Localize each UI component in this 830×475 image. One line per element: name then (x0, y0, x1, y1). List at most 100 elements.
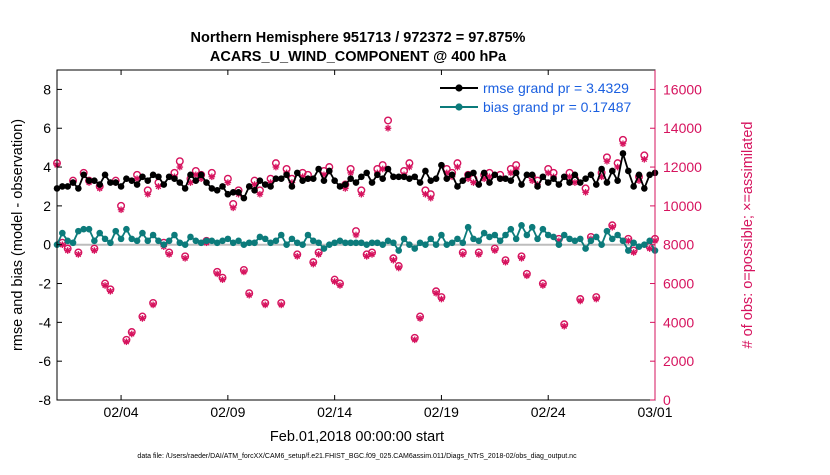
rmse-point (283, 171, 290, 179)
rmse-point (448, 171, 456, 179)
y-tick-label: 6 (43, 120, 51, 136)
bias-point (309, 237, 317, 245)
obs-assimilated-point (523, 272, 531, 280)
rmse-point (128, 177, 136, 184)
obs-assimilated-point (560, 322, 568, 330)
bias-point (342, 239, 349, 247)
rmse-point (256, 177, 264, 184)
rmse-point (309, 175, 317, 183)
obs-assimilated-stroke (144, 191, 151, 198)
bias-point (69, 239, 77, 247)
obs-assimilated-point (64, 247, 71, 254)
obs-assimilated-point (272, 163, 280, 171)
bias-point (267, 239, 274, 247)
obs-assimilated-point (352, 231, 360, 239)
legend: rmse grand pr = 3.4329 bias grand pr = 0… (434, 76, 650, 116)
y2-tick-label: 2000 (663, 353, 694, 369)
bias-point (512, 235, 520, 243)
bias-point (192, 237, 200, 245)
y-tick-label: -4 (39, 314, 52, 330)
bias-point (181, 241, 189, 249)
y-tick-label: 2 (43, 198, 51, 214)
obs-assimilated-stroke (369, 251, 375, 258)
obs-assimilated-stroke (219, 276, 226, 283)
obs-assimilated-stroke (337, 282, 343, 289)
obs-assimilated-stroke (214, 271, 220, 277)
bias-point (491, 231, 499, 239)
rmse-point (422, 167, 429, 175)
chart-subtitle: ACARS_U_WIND_COMPONENT @ 400 hPa (210, 49, 507, 65)
obs-assimilated-point (240, 268, 248, 276)
rmse-point (432, 175, 440, 183)
y2-tick-label: 6000 (663, 276, 694, 292)
obs-assimilated-point (625, 237, 632, 245)
rmse-point (384, 165, 392, 173)
obs-assimilated-point (59, 241, 66, 249)
bias-point (197, 239, 205, 247)
obs-assimilated-stroke (75, 251, 82, 258)
obs-assimilated-point (165, 251, 173, 258)
bias-point (641, 241, 648, 249)
x-tick-label: 02/14 (317, 404, 352, 420)
legend-rmse-label: rmse grand pr = 3.4329 (483, 80, 629, 96)
rmse-point (192, 177, 200, 184)
obs-assimilated-stroke (646, 245, 653, 252)
data-file-footer: data file: /Users/raeder/DAI/ATM_forcXX/… (137, 453, 577, 460)
obs-assimilated-stroke (363, 253, 370, 260)
bias-point (539, 225, 547, 233)
bias-point (133, 237, 141, 245)
rmse-point (646, 171, 653, 179)
bias-point (128, 235, 136, 243)
obs-assimilated-stroke (102, 282, 108, 289)
rmse-point (368, 179, 376, 186)
obs-assimilated-point (315, 251, 322, 258)
bias-point (400, 235, 408, 243)
obs-assimilated-stroke (625, 238, 632, 244)
bias-point (261, 235, 269, 243)
bias-point (614, 231, 621, 239)
bias-point (480, 229, 488, 237)
rmse-point (112, 179, 120, 186)
rmse-point (181, 185, 189, 192)
obs-assimilated-stroke (459, 251, 466, 258)
obs-assimilated-stroke (91, 247, 98, 254)
bias-point (619, 237, 627, 245)
obs-assimilated-point (358, 190, 365, 198)
rmse-point (480, 169, 488, 177)
rmse-point (277, 175, 285, 183)
bias-point (85, 225, 93, 233)
rmse-point (224, 190, 232, 198)
bias-point (123, 225, 130, 233)
y2-tick-label: 10000 (663, 198, 702, 214)
bias-point (304, 231, 312, 239)
obs-assimilated-stroke (230, 205, 237, 211)
rmse-point (139, 173, 146, 181)
obs-assimilated-stroke (187, 179, 194, 186)
rmse-point (347, 175, 354, 183)
rmse-series-layer (53, 150, 659, 202)
bias-point (475, 237, 483, 245)
obs-assimilated-stroke (139, 315, 146, 322)
x-tick-label: 02/09 (210, 404, 245, 420)
rmse-point (107, 179, 114, 186)
rmse-point (299, 177, 306, 184)
y2-tick-label: 8000 (663, 237, 694, 253)
rmse-point (550, 175, 557, 183)
rmse-point (625, 167, 632, 175)
obs-assimilated-stroke (246, 292, 253, 298)
obs-assimilated-point (646, 245, 653, 252)
obs-assimilated-point (75, 251, 82, 258)
obs-assimilated-point (368, 251, 376, 258)
y-axis-label: rmse and bias (model - observation) (10, 119, 26, 351)
y-axis-left: -8 -6 -4 -2 0 2 4 6 8 (39, 81, 62, 408)
obs-assimilated-point (630, 249, 637, 256)
bias-point (213, 239, 221, 247)
bias-point (240, 241, 248, 249)
rmse-point (459, 177, 467, 184)
rmse-point (133, 181, 141, 188)
obs-assimilated-point (454, 163, 461, 171)
rmse-point (502, 175, 509, 183)
rmse-point (603, 179, 611, 186)
obs-assimilated-point (518, 254, 525, 262)
